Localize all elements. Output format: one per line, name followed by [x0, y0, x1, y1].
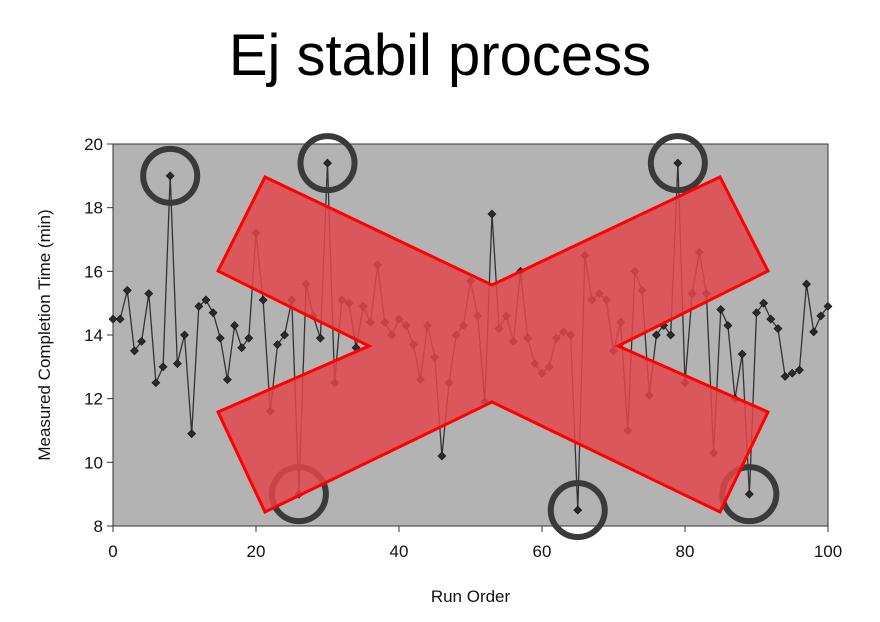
data-point [766, 314, 776, 324]
y-tick-label: 14 [84, 326, 103, 345]
data-point [137, 336, 147, 346]
highlight-circle [140, 145, 201, 206]
data-point [816, 311, 826, 321]
y-tick-label: 18 [84, 199, 103, 218]
data-point [237, 343, 247, 353]
data-point [666, 330, 676, 340]
data-point [823, 301, 833, 311]
data-point [802, 279, 811, 289]
data-point [573, 505, 583, 515]
data-point [130, 346, 139, 356]
x-tick-label: 20 [247, 542, 266, 561]
data-point [180, 330, 189, 340]
x-tick-label: 80 [676, 542, 695, 561]
data-point [258, 295, 268, 305]
data-point [158, 362, 168, 372]
data-point [222, 375, 232, 384]
slide-title: Ej stabil process [228, 23, 652, 88]
data-point [280, 330, 290, 340]
data-point [201, 295, 211, 305]
x-axis-label: Run Order [431, 587, 511, 606]
data-point [165, 171, 175, 181]
data-point [716, 305, 726, 314]
data-point [151, 378, 161, 388]
highlight-circle [297, 133, 358, 194]
y-tick-label: 10 [84, 453, 103, 472]
x-tick-label: 100 [814, 542, 842, 561]
data-point [737, 349, 747, 359]
y-tick-label: 12 [84, 390, 103, 409]
data-point [794, 365, 804, 375]
data-point [744, 489, 754, 499]
y-tick-label: 8 [94, 517, 103, 536]
highlight-circle [647, 133, 708, 194]
data-point [780, 371, 790, 381]
data-point [673, 158, 683, 168]
data-point [752, 308, 761, 318]
x-tick-label: 60 [533, 542, 552, 561]
y-tick-label: 16 [84, 262, 103, 281]
data-point [323, 158, 332, 168]
y-axis: 8 10 12 14 16 18 20 [84, 135, 113, 536]
x-tick-label: 0 [108, 542, 117, 561]
y-tick-label: 20 [84, 135, 103, 154]
data-point [194, 301, 204, 311]
y-axis-label: Measured Completion Time (min) [35, 209, 54, 460]
x-tick-label: 40 [390, 542, 409, 561]
data-point [122, 286, 132, 295]
data-point [723, 321, 733, 330]
cross-out-overlay [215, 175, 771, 515]
data-point [144, 289, 154, 299]
data-point [773, 324, 783, 334]
data-point [651, 330, 661, 340]
data-point [230, 321, 239, 330]
data-point [115, 314, 125, 324]
data-point [315, 333, 325, 343]
data-point [487, 209, 497, 219]
x-axis: 0 20 40 60 80 100 [108, 526, 842, 561]
data-point [215, 333, 225, 343]
data-point [208, 308, 218, 318]
data-point [244, 333, 254, 343]
data-point [187, 429, 197, 439]
data-point [787, 368, 797, 378]
data-point [273, 340, 282, 349]
data-point [172, 359, 182, 369]
highlight-circle [547, 480, 608, 541]
data-point [759, 298, 769, 308]
data-point [437, 451, 447, 461]
data-point [108, 314, 118, 324]
data-point [809, 327, 819, 337]
